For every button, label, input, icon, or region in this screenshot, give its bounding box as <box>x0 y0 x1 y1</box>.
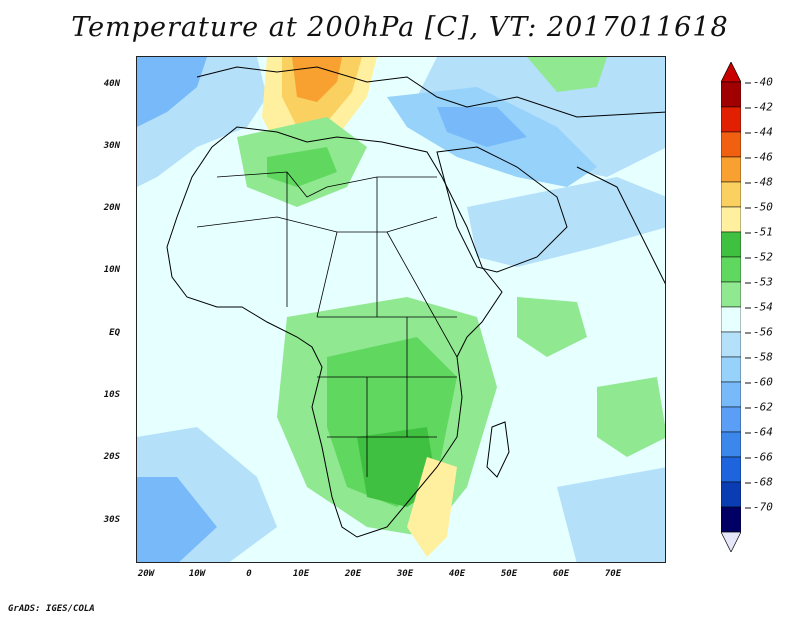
chart-title: Temperature at 200hPa [C], VT: 201701161… <box>71 12 729 43</box>
lat-label-eq: EQ <box>109 328 120 338</box>
colorbar-tick-label: -44 <box>745 126 773 139</box>
lat-label-10s: 10S <box>103 390 120 400</box>
colorbar-tick-label: -68 <box>745 476 773 489</box>
colorbar-swatch <box>720 106 742 133</box>
colorbar-tick-label: -62 <box>745 401 773 414</box>
lon-label-10w: 10W <box>188 569 206 579</box>
colorbar-tick-label: -66 <box>745 451 773 464</box>
map-canvas <box>137 57 665 562</box>
africa-coastline <box>166 126 503 538</box>
colorbar-tick-label: -60 <box>745 376 773 389</box>
colorbar-swatch <box>720 306 742 333</box>
lat-label-20n: 20N <box>103 203 120 213</box>
lon-label-70e: 70E <box>604 569 622 579</box>
colorbar-swatch <box>720 481 742 508</box>
colorbar-swatch <box>720 331 742 358</box>
colorbar-tick-label: -46 <box>745 151 773 164</box>
lat-label-30n: 30N <box>103 141 120 151</box>
cold-region-north-mid <box>417 57 665 177</box>
colorbar-swatch <box>720 256 742 283</box>
lon-label-0: 0 <box>246 569 252 579</box>
colorbar-swatch <box>720 206 742 233</box>
colorbar-tick-label: -64 <box>745 426 773 439</box>
colorbar-svg <box>720 61 742 553</box>
lat-label-30s: 30S <box>103 515 120 525</box>
colorbar-tick-label: -54 <box>745 301 773 314</box>
colorbar-swatch <box>720 356 742 383</box>
cold-region-mideast-core <box>437 107 527 147</box>
colorbar-swatch <box>720 456 742 483</box>
green-band-indian-ocean <box>517 297 587 357</box>
lon-label-30e: 30E <box>396 569 414 579</box>
colorbar-swatch <box>720 281 742 308</box>
lon-label-10e: 10E <box>292 569 310 579</box>
europe-coast <box>196 66 665 118</box>
colorbar-swatch <box>720 381 742 408</box>
temperature-map <box>136 56 666 563</box>
colorbar-tick-label: -70 <box>745 501 773 514</box>
colorbar-tick-label: -56 <box>745 326 773 339</box>
colorbar-tick-label: -58 <box>745 351 773 364</box>
grads-credit: GrADS: IGES/COLA <box>8 604 95 614</box>
colorbar-tick-label: -40 <box>745 76 773 89</box>
lon-label-20w: 20W <box>137 569 155 579</box>
colorbar-tick-label: -42 <box>745 101 773 114</box>
colorbar-tick-label: -53 <box>745 276 773 289</box>
colorbar-swatch <box>720 506 742 533</box>
colorbar-tick-label: -51 <box>745 226 773 239</box>
warm-region-south-africa <box>407 457 457 557</box>
lon-label-60e: 60E <box>552 569 570 579</box>
colorbar-swatch <box>720 406 742 433</box>
lon-label-50e: 50E <box>500 569 518 579</box>
colorbar-tick-label: -50 <box>745 201 773 214</box>
colorbar-swatch <box>720 156 742 183</box>
colorbar-bottom-arrow <box>720 531 742 553</box>
colorbar-top-arrow <box>720 61 742 83</box>
lon-label-20e: 20E <box>344 569 362 579</box>
colorbar-tick-label: -52 <box>745 251 773 264</box>
cold-region-southeast <box>557 467 665 562</box>
colorbar-swatch <box>720 431 742 458</box>
lon-label-40e: 40E <box>448 569 466 579</box>
lat-label-20s: 20S <box>103 452 120 462</box>
lat-label-40n: 40N <box>103 79 120 89</box>
cold-region-east-band <box>467 177 665 267</box>
colorbar-swatch <box>720 81 742 108</box>
arabian-peninsula <box>436 146 568 273</box>
colorbar-swatch <box>720 231 742 258</box>
green-band-north-africa-core <box>267 147 337 187</box>
india-coast <box>576 166 665 285</box>
green-band-indian-ocean-south <box>597 377 665 457</box>
madagascar <box>486 421 510 478</box>
colorbar-swatch <box>720 181 742 208</box>
green-band-southern-africa-inner <box>357 427 437 507</box>
cold-region-southwest-core <box>137 477 217 562</box>
colorbar-legend <box>720 61 742 553</box>
cold-region-northwest-core <box>137 57 207 127</box>
country-borders <box>196 171 458 477</box>
colorbar-swatch <box>720 131 742 158</box>
colorbar-tick-label: -48 <box>745 176 773 189</box>
lat-label-10n: 10N <box>103 265 120 275</box>
green-band-northeast <box>527 57 607 92</box>
